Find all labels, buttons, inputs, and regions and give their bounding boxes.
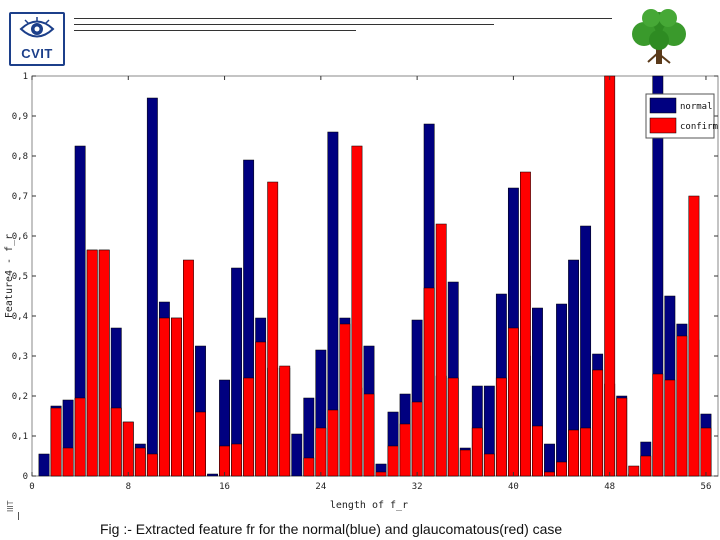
page-number: IIIT [6, 500, 15, 512]
bar-confirm [375, 471, 387, 477]
bar-normal [556, 303, 567, 477]
bar-confirm [495, 377, 507, 477]
x-tick-label: 40 [508, 482, 519, 492]
bar-confirm [435, 223, 447, 477]
bar-chart: 0 0,1 0,2 0,3 0,4 0,5 0,6 0,7 0,8 0,9 1 0 8 16 24 32 40 4… [4, 72, 719, 511]
x-tick-label: 48 [604, 482, 615, 492]
bar-confirm [279, 365, 291, 477]
y-tick-label: 1 [23, 72, 28, 82]
y-tick-label: 0,3 [12, 352, 28, 362]
bar-confirm [556, 461, 567, 477]
bar-normal [146, 97, 158, 477]
bar-confirm [688, 195, 700, 477]
bar-confirm [219, 445, 230, 477]
bar-confirm [652, 373, 664, 477]
bar-confirm [351, 145, 363, 477]
bar-confirm [520, 171, 531, 477]
legend-label-confirm: confirm [680, 122, 718, 132]
bar-confirm [447, 377, 459, 477]
bar-confirm [363, 393, 375, 477]
legend-swatch-confirm [649, 117, 677, 134]
bar-confirm [628, 465, 640, 477]
bar-confirm [327, 409, 339, 477]
legend-label-normal: normal [680, 102, 713, 112]
bar-confirm [315, 427, 327, 477]
y-tick-label: 0,5 [12, 272, 28, 282]
bar-confirm [471, 427, 483, 477]
bar-confirm [50, 407, 62, 477]
bar-confirm [399, 423, 411, 477]
y-tick-label: 0,9 [12, 112, 28, 122]
bar-normal [207, 473, 218, 477]
bar-confirm [568, 429, 580, 477]
y-tick-label: 0,7 [12, 192, 28, 202]
bar-confirm [183, 259, 194, 477]
x-tick-label: 24 [315, 482, 326, 492]
bar-confirm [483, 453, 495, 477]
x-tick-label: 32 [412, 482, 423, 492]
figure-caption: Fig :- Extracted feature fr for the norm… [100, 521, 563, 537]
y-tick-label: 0,1 [12, 432, 28, 442]
y-tick-label: 0,4 [12, 312, 28, 322]
bar-confirm [676, 335, 688, 477]
bar-confirm [532, 425, 543, 477]
bar-confirm [339, 323, 351, 477]
bar-confirm [640, 455, 652, 477]
bar-confirm [62, 447, 74, 477]
plot-area [31, 75, 719, 477]
bar-confirm [604, 75, 616, 477]
y-axis-label: Feature4 - f_r [4, 234, 15, 318]
cvit-logo-text: CVIT [21, 46, 53, 61]
bar-confirm [267, 181, 279, 477]
bar-confirm [387, 445, 399, 477]
bar-confirm [592, 369, 604, 477]
x-tick-label: 0 [29, 482, 34, 492]
bar-confirm [411, 401, 423, 477]
legend-swatch-normal [649, 97, 677, 114]
bar-confirm [98, 249, 110, 477]
bar-confirm [303, 457, 315, 477]
bar-confirm [86, 249, 98, 477]
y-tick-label: 0 [23, 472, 28, 482]
slide-header: CVIT [0, 0, 720, 72]
x-tick-label: 8 [126, 482, 131, 492]
bar-confirm [170, 317, 182, 477]
bar-confirm [544, 471, 555, 477]
tree-logo-icon [632, 9, 686, 64]
x-tick-label: 16 [219, 482, 230, 492]
bar-confirm [195, 411, 206, 477]
bar-confirm [507, 327, 519, 477]
bar-confirm [580, 427, 592, 477]
bar-normal [544, 443, 555, 477]
bar-confirm [146, 453, 158, 477]
bar-confirm [74, 397, 86, 477]
bar-confirm [664, 379, 676, 477]
bar-confirm [423, 287, 435, 477]
bar-normal [291, 433, 303, 477]
y-tick-label: 0,2 [12, 392, 28, 402]
bar-confirm [700, 427, 712, 477]
x-tick-label: 56 [701, 482, 712, 492]
bar-confirm [243, 377, 255, 477]
bar-confirm [134, 447, 146, 477]
x-axis-label: length of f_r [330, 500, 408, 511]
header-rule-1 [74, 18, 612, 19]
y-tick-label: 0,8 [12, 152, 28, 162]
y-tick-label: 0,6 [12, 232, 28, 242]
bar-confirm [122, 421, 134, 477]
bar-normal [38, 453, 50, 477]
bar-confirm [158, 317, 170, 477]
page-marker [18, 512, 19, 520]
bar-confirm [110, 407, 122, 477]
bar-confirm [616, 397, 628, 477]
cvit-logo: CVIT [9, 12, 65, 66]
bar-confirm [231, 443, 243, 477]
header-rule-2 [74, 24, 494, 25]
eye-icon [19, 17, 55, 38]
bar-confirm [255, 341, 267, 477]
bar-confirm [459, 449, 471, 477]
header-rule-3 [74, 30, 356, 31]
